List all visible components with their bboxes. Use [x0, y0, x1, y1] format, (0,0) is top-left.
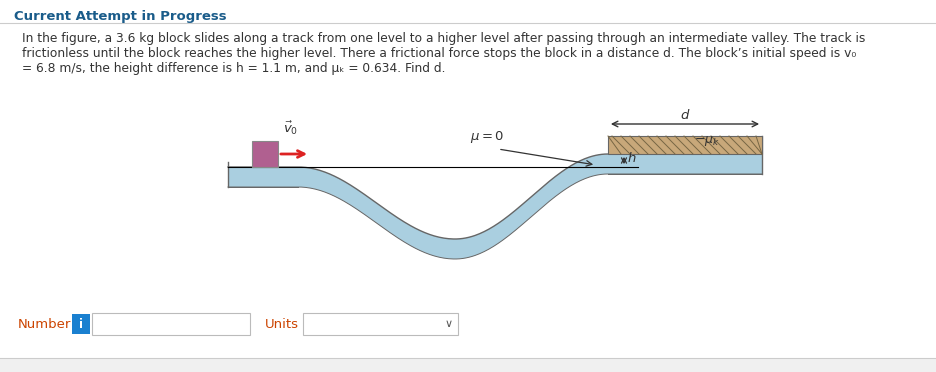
Text: Current Attempt in Progress: Current Attempt in Progress: [14, 10, 227, 23]
Bar: [252, 141, 278, 167]
Text: $h$: $h$: [626, 151, 636, 166]
Text: ∨: ∨: [445, 319, 453, 329]
Text: frictionless until the block reaches the higher level. There a frictional force : frictionless until the block reaches the…: [22, 47, 856, 60]
Text: i: i: [79, 317, 83, 330]
Text: $-\mu_k$: $-\mu_k$: [694, 134, 719, 148]
Text: = 6.8 m/s, the height difference is h = 1.1 m, and μₖ = 0.634. Find d.: = 6.8 m/s, the height difference is h = …: [22, 62, 445, 75]
Bar: [0, 358, 936, 372]
Bar: [607, 136, 761, 154]
Bar: [72, 314, 90, 334]
Text: In the figure, a 3.6 kg block slides along a track from one level to a higher le: In the figure, a 3.6 kg block slides alo…: [22, 32, 865, 45]
Text: $d$: $d$: [679, 108, 690, 122]
Text: Units: Units: [265, 317, 299, 330]
Bar: [92, 313, 250, 335]
Text: $\mu = 0$: $\mu = 0$: [470, 129, 504, 145]
Bar: [302, 313, 458, 335]
Polygon shape: [227, 154, 761, 259]
Text: Number: Number: [18, 317, 71, 330]
Text: $\vec{v}_0$: $\vec{v}_0$: [283, 119, 298, 137]
